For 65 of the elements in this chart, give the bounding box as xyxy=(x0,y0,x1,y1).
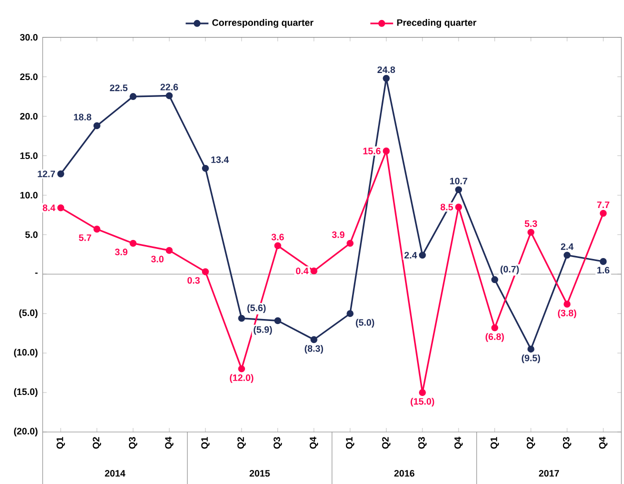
data-label: 3.6 xyxy=(271,234,284,240)
data-label: 22.6 xyxy=(160,84,178,90)
data-label: 22.5 xyxy=(110,84,128,92)
y-tick-label: 15.0 xyxy=(20,152,38,160)
text: 2015 xyxy=(250,470,270,477)
x-tick-label: Q4 xyxy=(454,436,463,449)
y-tick-label: 5.0 xyxy=(25,231,38,238)
y-tick-label: (5.0) xyxy=(19,309,38,318)
data-label: (0.7) xyxy=(500,266,519,274)
data-label: 18.8 xyxy=(74,114,92,120)
data-label: 5.7 xyxy=(78,234,92,241)
data-label: (5.9) xyxy=(254,326,272,335)
data-label: 0.4 xyxy=(296,268,309,274)
x-tick-label: Q4 xyxy=(599,436,608,449)
x-tick-label: Q4 xyxy=(165,436,174,449)
x-tick-label: Q2 xyxy=(237,437,246,449)
data-label: 1.6 xyxy=(597,266,610,274)
x-tick-label: Q1 xyxy=(490,436,499,449)
data-label: 3.9 xyxy=(332,231,344,238)
data-label: 8.5 xyxy=(440,204,453,210)
data-label: 15.6 xyxy=(363,148,381,154)
legend-label: Preceding quarter xyxy=(397,19,476,28)
data-label: (3.8) xyxy=(558,309,576,318)
y-tick-label: 30.0 xyxy=(20,34,38,41)
data-label: (12.0) xyxy=(230,374,254,383)
x-tick-label: Q2 xyxy=(526,437,536,449)
x-tick-label: Q1 xyxy=(346,436,354,449)
data-label: (8.3) xyxy=(304,344,324,354)
y-tick-label: - xyxy=(35,272,38,274)
text: 2014 xyxy=(104,470,126,477)
data-label: 3.9 xyxy=(114,248,128,256)
x-tick-label: Q1 xyxy=(201,436,210,449)
x-tick-label: Q3 xyxy=(128,437,138,449)
data-label: 7.7 xyxy=(597,202,610,208)
data-label: 5.3 xyxy=(524,220,538,227)
data-label: 10.7 xyxy=(450,178,468,184)
x-tick-label: Q2 xyxy=(382,437,390,449)
data-label: 24.8 xyxy=(377,66,396,74)
x-tick-label: Q1 xyxy=(56,436,65,449)
x-tick-label: Q3 xyxy=(418,437,427,449)
x-tick-label: Q3 xyxy=(562,437,572,449)
text: 2016 xyxy=(394,470,414,477)
y-tick-label: 10.0 xyxy=(20,192,38,198)
data-label: (5.6) xyxy=(247,304,266,313)
x-tick-label: Q4 xyxy=(310,436,318,449)
text: 2017 xyxy=(538,470,559,477)
data-label: (15.0) xyxy=(410,398,434,407)
data-label: 2.4 xyxy=(560,243,574,250)
y-tick-label: (10.0) xyxy=(14,348,38,358)
data-label: 3.0 xyxy=(151,256,164,262)
y-tick-label: 20.0 xyxy=(20,112,38,120)
x-tick-label: Q2 xyxy=(92,437,102,449)
x-tick-label: Q3 xyxy=(274,437,282,449)
data-label: (6.8) xyxy=(486,333,504,342)
data-label: 2.4 xyxy=(404,252,418,258)
y-tick-label: 25.0 xyxy=(20,74,38,80)
data-label: 8.4 xyxy=(42,204,56,212)
data-label: (9.5) xyxy=(522,354,540,364)
data-label: 13.4 xyxy=(211,156,229,164)
data-label: (5.0) xyxy=(356,318,374,328)
y-tick-label: (20.0) xyxy=(14,428,38,436)
y-tick-label: (15.0) xyxy=(14,388,38,397)
legend-label: Corresponding quarter xyxy=(212,19,314,28)
data-label: 12.7 xyxy=(38,170,55,178)
data-label: 0.3 xyxy=(187,277,200,284)
